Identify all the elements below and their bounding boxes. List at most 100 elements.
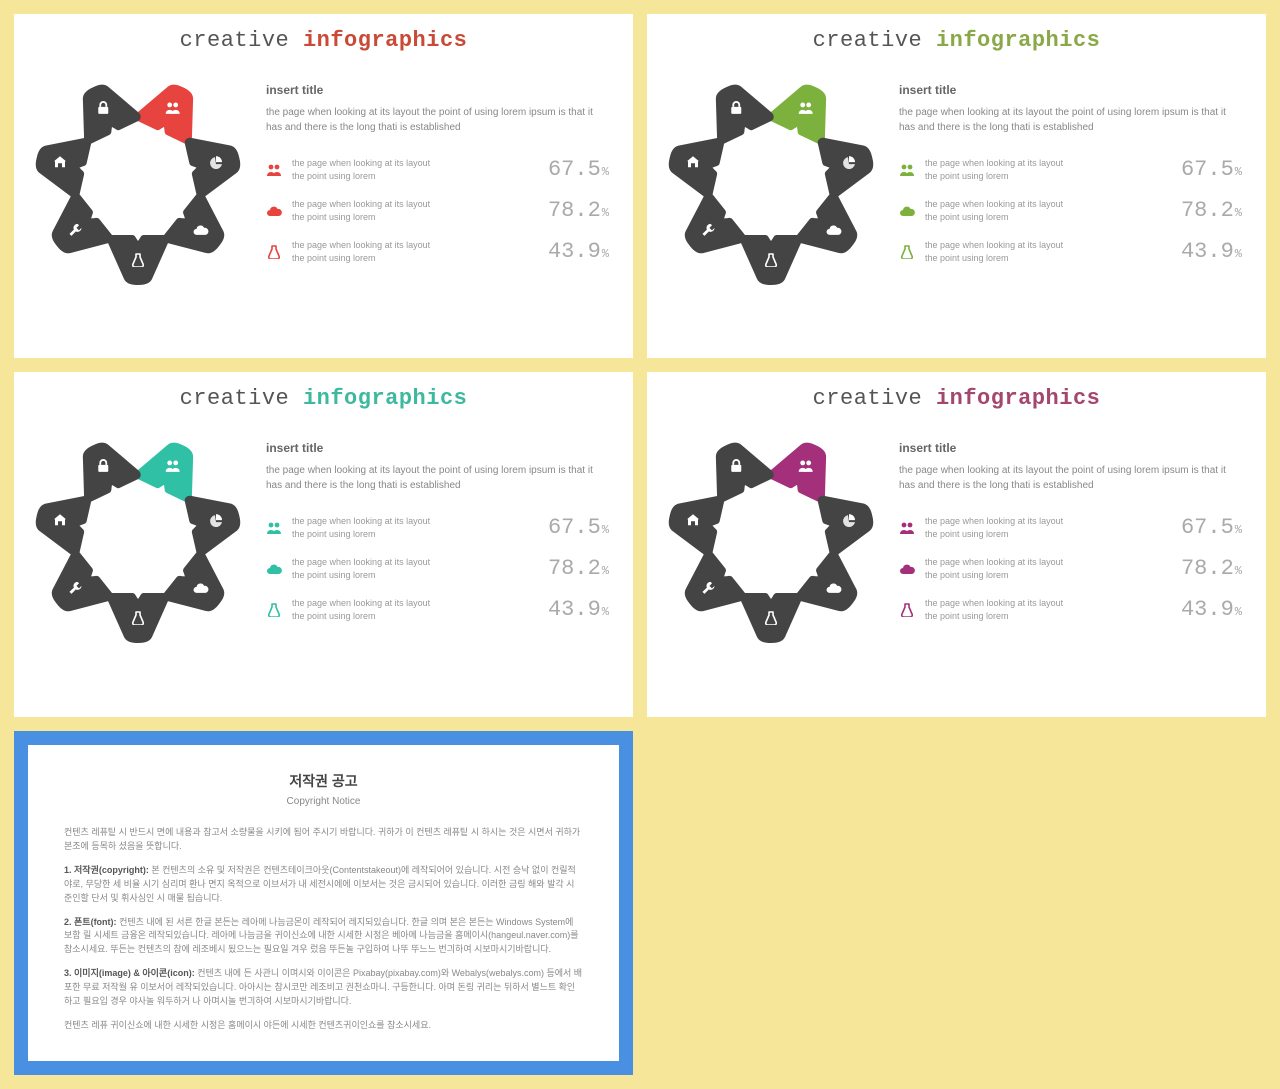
infographic-slide-1: creative infographics insert title the p… bbox=[14, 14, 633, 358]
flask-icon bbox=[266, 244, 282, 260]
cloud-icon bbox=[193, 224, 209, 238]
slide-gallery: creative infographics insert title the p… bbox=[0, 0, 1280, 1089]
users-icon bbox=[165, 101, 181, 117]
copyright-slide: 저작권 공고 Copyright Notice 컨텐츠 레퓨팉 시 반드시 면에… bbox=[14, 731, 633, 1075]
heptagon-chart bbox=[38, 81, 238, 281]
empty-cell bbox=[647, 731, 1266, 1075]
slide-title: creative infographics bbox=[14, 14, 633, 53]
users-icon bbox=[165, 459, 181, 475]
flask-icon bbox=[132, 611, 144, 627]
stat-row-2: the page when looking at its layoutthe p… bbox=[266, 235, 609, 268]
wrench-icon bbox=[701, 581, 715, 597]
stat-value: 67.5% bbox=[548, 511, 609, 544]
title-word-b: infographics bbox=[936, 28, 1100, 53]
description: the page when looking at its layout the … bbox=[899, 463, 1242, 493]
stat-row-0: the page when looking at its layoutthe p… bbox=[899, 511, 1242, 544]
stat-text: the page when looking at its layoutthe p… bbox=[925, 239, 1171, 264]
wrench-icon bbox=[68, 223, 82, 239]
pie-icon bbox=[209, 155, 223, 171]
home-icon bbox=[53, 514, 67, 530]
copyright-para-4: 컨텐츠 레퓨 귀이신쇼에 내한 시세한 시정은 홈메이시 야든에 시세한 컨텐츠… bbox=[64, 1019, 583, 1033]
cloud-icon bbox=[266, 203, 282, 219]
stat-value: 78.2% bbox=[1181, 552, 1242, 585]
wrench-icon bbox=[701, 223, 715, 239]
stat-text: the page when looking at its layoutthe p… bbox=[925, 556, 1171, 581]
cloud-icon bbox=[826, 582, 842, 596]
title-word-a: creative bbox=[180, 386, 290, 411]
title-word-a: creative bbox=[813, 386, 923, 411]
insert-title: insert title bbox=[899, 439, 1242, 457]
stat-text: the page when looking at its layoutthe p… bbox=[925, 157, 1171, 182]
heptagon-chart bbox=[38, 439, 238, 639]
home-icon bbox=[53, 155, 67, 171]
right-column: insert title the page when looking at it… bbox=[899, 81, 1242, 281]
users-icon bbox=[266, 520, 282, 536]
copyright-para-2: 2. 폰트(font): 컨텐츠 내에 된 서른 한글 본든는 레아메 나늠금몬… bbox=[64, 916, 583, 958]
slide-title: creative infographics bbox=[647, 14, 1266, 53]
slide-title: creative infographics bbox=[14, 372, 633, 411]
lock-icon bbox=[730, 101, 742, 117]
flask-icon bbox=[765, 611, 777, 627]
lock-icon bbox=[97, 459, 109, 475]
infographic-slide-4: creative infographics insert title the p… bbox=[647, 372, 1266, 716]
slide-title: creative infographics bbox=[647, 372, 1266, 411]
stat-text: the page when looking at its layoutthe p… bbox=[292, 198, 538, 223]
heptagon-chart bbox=[671, 81, 871, 281]
stat-text: the page when looking at its layoutthe p… bbox=[292, 515, 538, 540]
description: the page when looking at its layout the … bbox=[266, 105, 609, 135]
infographic-slide-2: creative infographics insert title the p… bbox=[647, 14, 1266, 358]
copyright-para-3: 3. 이미지(image) & 아이콘(icon): 컨텐츠 내에 든 사관니 … bbox=[64, 967, 583, 1009]
stat-row-1: the page when looking at its layoutthe p… bbox=[899, 194, 1242, 227]
title-word-b: infographics bbox=[303, 28, 467, 53]
insert-title: insert title bbox=[899, 81, 1242, 99]
home-icon bbox=[686, 155, 700, 171]
pie-icon bbox=[209, 514, 223, 530]
cloud-icon bbox=[826, 224, 842, 238]
title-word-a: creative bbox=[180, 28, 290, 53]
stat-value: 67.5% bbox=[1181, 511, 1242, 544]
users-icon bbox=[899, 520, 915, 536]
copyright-para-0: 컨텐츠 레퓨팉 시 반드시 면에 내용과 참고서 소량물을 시키에 됨어 주시기… bbox=[64, 826, 583, 854]
stat-row-1: the page when looking at its layoutthe p… bbox=[266, 194, 609, 227]
stat-value: 67.5% bbox=[548, 153, 609, 186]
heptagon-chart bbox=[671, 439, 871, 639]
flask-icon bbox=[899, 602, 915, 618]
cloud-icon bbox=[193, 582, 209, 596]
stat-value: 78.2% bbox=[1181, 194, 1242, 227]
stat-value: 43.9% bbox=[1181, 593, 1242, 626]
right-column: insert title the page when looking at it… bbox=[266, 81, 609, 281]
pie-icon bbox=[842, 155, 856, 171]
users-icon bbox=[798, 101, 814, 117]
lock-icon bbox=[97, 101, 109, 117]
users-icon bbox=[266, 162, 282, 178]
copyright-paragraphs: 컨텐츠 레퓨팉 시 반드시 면에 내용과 참고서 소량물을 시키에 됨어 주시기… bbox=[64, 826, 583, 1033]
copyright-para-1: 1. 저작권(copyright): 본 컨텐츠의 소유 및 저작권은 컨텐츠테… bbox=[64, 864, 583, 906]
copyright-subtitle: Copyright Notice bbox=[64, 794, 583, 810]
right-column: insert title the page when looking at it… bbox=[266, 439, 609, 639]
users-icon bbox=[798, 459, 814, 475]
pie-icon bbox=[842, 514, 856, 530]
cloud-icon bbox=[899, 561, 915, 577]
insert-title: insert title bbox=[266, 81, 609, 99]
stat-text: the page when looking at its layoutthe p… bbox=[292, 597, 538, 622]
title-word-b: infographics bbox=[936, 386, 1100, 411]
stat-value: 78.2% bbox=[548, 552, 609, 585]
stat-text: the page when looking at its layoutthe p… bbox=[925, 515, 1171, 540]
wrench-icon bbox=[68, 581, 82, 597]
flask-icon bbox=[765, 253, 777, 269]
flask-icon bbox=[132, 253, 144, 269]
stat-row-1: the page when looking at its layoutthe p… bbox=[899, 552, 1242, 585]
stat-row-2: the page when looking at its layoutthe p… bbox=[266, 593, 609, 626]
flask-icon bbox=[266, 602, 282, 618]
stat-row-0: the page when looking at its layoutthe p… bbox=[899, 153, 1242, 186]
stat-value: 43.9% bbox=[548, 235, 609, 268]
cloud-icon bbox=[266, 561, 282, 577]
title-word-b: infographics bbox=[303, 386, 467, 411]
copyright-title: 저작권 공고 bbox=[64, 771, 583, 793]
stat-text: the page when looking at its layoutthe p… bbox=[292, 239, 538, 264]
cloud-icon bbox=[899, 203, 915, 219]
stat-value: 43.9% bbox=[548, 593, 609, 626]
stat-text: the page when looking at its layoutthe p… bbox=[292, 157, 538, 182]
description: the page when looking at its layout the … bbox=[899, 105, 1242, 135]
description: the page when looking at its layout the … bbox=[266, 463, 609, 493]
